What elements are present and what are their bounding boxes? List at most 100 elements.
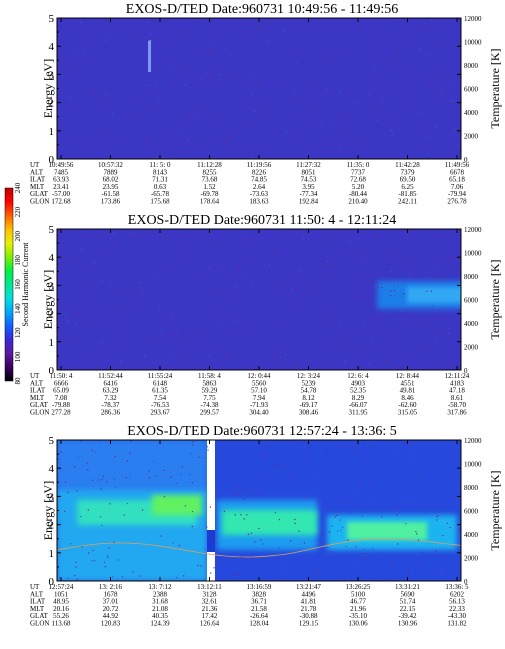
info-cell: 73.68 (202, 176, 218, 184)
noise-speck (217, 118, 219, 120)
info-cell: 317.86 (447, 409, 467, 417)
noise-speck (322, 560, 324, 562)
noise-speck (266, 22, 268, 24)
noise-speck (315, 105, 317, 108)
right-axis-label: Temperature [K] (488, 259, 502, 339)
noise-speck (159, 121, 161, 123)
noise-speck (340, 119, 342, 121)
noise-speck (226, 301, 228, 303)
noise-speck (435, 131, 437, 133)
noise-speck (376, 36, 378, 38)
noise-speck (102, 315, 104, 317)
noise-speck (114, 486, 116, 488)
noise-speck (114, 309, 116, 311)
info-cell: 17.42 (202, 612, 218, 620)
noise-speck (357, 445, 359, 447)
noise-speck (196, 116, 198, 118)
noise-speck (178, 544, 181, 547)
noise-speck (448, 332, 450, 334)
noise-speck (167, 315, 169, 317)
noise-speck (393, 251, 395, 254)
info-cell: -76.53 (151, 401, 170, 409)
noise-speck (106, 35, 108, 37)
info-cell: 11:35: 0 (347, 161, 370, 169)
info-cell: 4496 (302, 590, 317, 598)
info-row-label: GLON (30, 198, 49, 206)
noise-speck (426, 290, 428, 292)
info-cell: 20.72 (103, 605, 119, 613)
info-cell: 173.86 (101, 198, 121, 206)
noise-speck (338, 133, 340, 135)
noise-speck (220, 320, 222, 322)
info-cell: -71.93 (250, 401, 269, 409)
noise-speck (408, 502, 410, 504)
noise-speck (294, 518, 296, 521)
info-cell: 6416 (104, 379, 119, 387)
noise-speck (315, 109, 317, 111)
noise-speck (426, 348, 428, 350)
y-tick-label: 1 (49, 126, 55, 138)
noise-speck (236, 576, 238, 578)
noise-speck (362, 140, 364, 142)
info-cell: 308.46 (299, 409, 319, 417)
noise-speck (405, 98, 407, 100)
noise-speck (148, 39, 150, 41)
info-cell: 11:19:56 (247, 161, 272, 169)
noise-speck (327, 144, 329, 146)
info-cell: -57.00 (52, 190, 71, 198)
info-cell: 7485 (54, 168, 69, 176)
info-cell: 315.05 (398, 409, 418, 417)
noise-speck (430, 19, 432, 21)
noise-speck (377, 45, 379, 47)
noise-speck (443, 317, 445, 319)
noise-speck (323, 312, 326, 314)
noise-speck (177, 355, 179, 357)
noise-speck (89, 246, 91, 248)
noise-speck (88, 359, 90, 361)
noise-speck (303, 446, 306, 448)
noise-speck (382, 75, 384, 77)
noise-speck (101, 280, 103, 282)
info-cell: 47.18 (449, 387, 465, 395)
noise-speck (294, 441, 297, 443)
noise-speck (237, 494, 239, 496)
noise-speck (239, 334, 241, 336)
noise-speck (415, 122, 417, 124)
info-cell: 8051 (302, 168, 317, 176)
noise-speck (145, 139, 147, 141)
colorbar-tick-label: 120 (14, 327, 22, 338)
noise-speck (223, 291, 225, 293)
y-tick-label: 1 (49, 548, 55, 560)
info-cell: 23.41 (53, 183, 69, 191)
noise-speck (457, 144, 459, 146)
info-cell: 8143 (153, 168, 168, 176)
noise-speck (321, 123, 323, 125)
noise-speck (215, 270, 217, 272)
info-cell: 21.96 (350, 605, 366, 613)
noise-speck (408, 573, 410, 575)
noise-speck (375, 93, 378, 95)
noise-speck (189, 34, 192, 36)
noise-speck (106, 111, 109, 113)
noise-speck (339, 148, 341, 150)
noise-speck (387, 58, 390, 60)
noise-speck (312, 87, 314, 89)
noise-speck (405, 523, 407, 525)
noise-speck (438, 234, 441, 236)
noise-speck (250, 93, 252, 96)
noise-speck (153, 339, 155, 341)
info-cell: 12: 3:24 (297, 372, 321, 380)
noise-speck (276, 465, 279, 467)
noise-speck (206, 84, 208, 86)
noise-speck (102, 475, 105, 477)
noise-speck (86, 462, 88, 464)
noise-speck (321, 239, 323, 241)
noise-speck (163, 39, 165, 41)
info-row-label: ILAT (30, 176, 46, 184)
noise-speck (421, 111, 423, 113)
noise-speck (432, 75, 434, 77)
noise-speck (361, 553, 363, 555)
info-cell: 7737 (351, 168, 366, 176)
info-cell: 63.29 (103, 387, 119, 395)
noise-speck (155, 475, 157, 477)
